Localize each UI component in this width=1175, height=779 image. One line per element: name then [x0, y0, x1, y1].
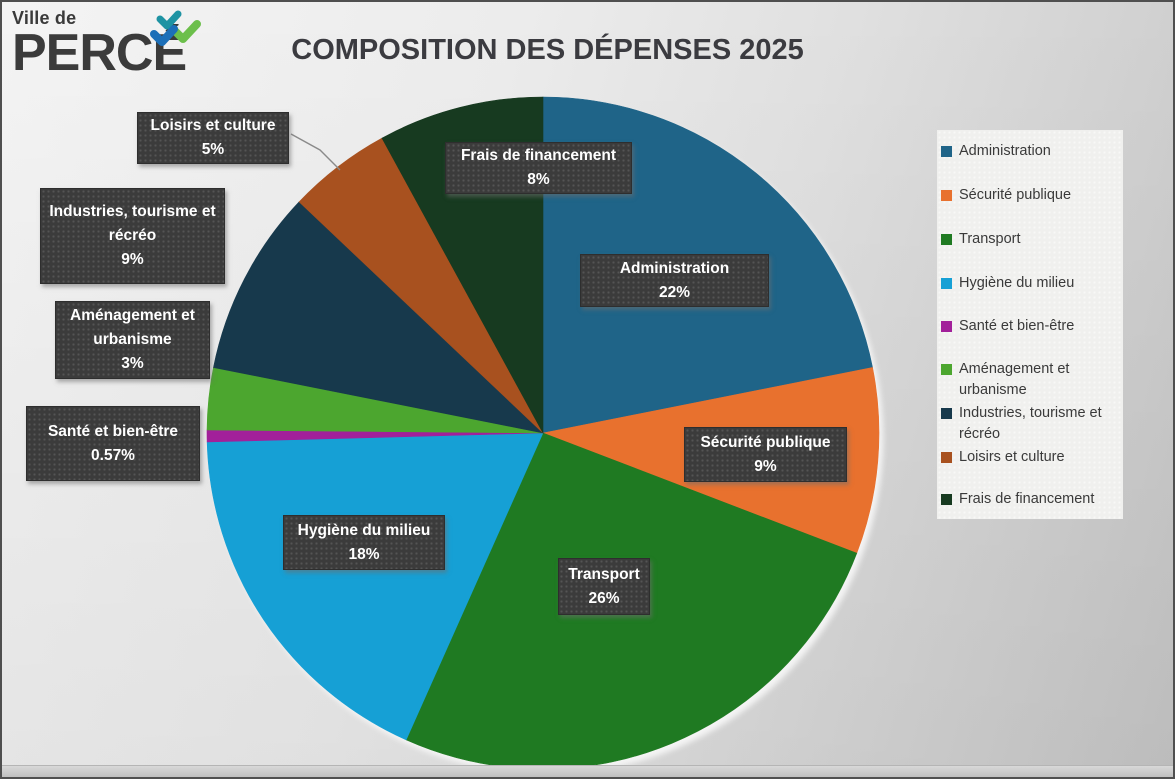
callout-administration: Administration 22% [580, 254, 769, 307]
legend-label: Transport [959, 231, 1021, 247]
callout-value: 8% [527, 171, 550, 188]
legend-label: Loisirs et culture [959, 449, 1065, 465]
leader-line-loisirs [290, 133, 341, 171]
footer-strip [2, 765, 1173, 777]
callout-label: Industries, tourisme et récréo [49, 203, 216, 244]
logo-birds-icon [150, 10, 201, 46]
legend-item-industries-tourisme-et-recreo: Industries, tourisme et récréo [941, 403, 1121, 445]
legend-label: Aménagement et urbanisme [959, 361, 1070, 398]
legend-item-administration: Administration [941, 141, 1121, 162]
callout-loisirs-et-culture: Loisirs et culture 5% [137, 112, 289, 164]
callout-transport: Transport 26% [558, 558, 650, 615]
legend-swatch-icon [941, 234, 952, 245]
perce-logo: Ville de PERCÉ [12, 8, 242, 100]
legend-item-hygiene-du-milieu: Hygiène du milieu [941, 273, 1121, 294]
pie-slice-industries-tourisme-et-recreo [213, 201, 544, 434]
legend-swatch-icon [941, 494, 952, 505]
legend-swatch-icon [941, 452, 952, 463]
legend-item-transport: Transport [941, 229, 1121, 250]
callout-label: Santé et bien-être [47, 422, 179, 440]
callout-value: 5% [201, 141, 225, 158]
callout-hygiene-du-milieu: Hygiène du milieu 18% [283, 515, 445, 570]
callout-label: Hygiène du milieu [297, 521, 431, 539]
checkmark-blue-icon [150, 25, 178, 46]
legend-item-sante-et-bien-etre: Santé et bien-être [941, 316, 1121, 337]
callout-value: 22% [658, 283, 691, 301]
callout-label: Transport [568, 565, 640, 583]
legend-swatch-icon [941, 364, 952, 375]
legend: Administration Sécurité publique Transport… [937, 130, 1123, 519]
callout-value: 18% [348, 545, 380, 563]
callout-securite-publique: Sécurité publique 9% [684, 427, 847, 482]
checkmark-teal-icon [156, 10, 182, 30]
callout-value: 0.57% [91, 446, 135, 464]
legend-swatch-icon [941, 190, 952, 201]
callout-value: 9% [754, 457, 777, 475]
callout-sante-et-bien-etre: Santé et bien-être 0.57% [26, 406, 200, 481]
legend-swatch-icon [941, 146, 952, 157]
callout-value: 26% [588, 589, 620, 607]
legend-swatch-icon [941, 278, 952, 289]
legend-item-frais-de-financement: Frais de financement [941, 489, 1121, 510]
logo-villede-text: Ville de [12, 8, 77, 28]
callout-label: Loisirs et culture [150, 117, 276, 134]
checkmark-green-icon [170, 20, 201, 43]
legend-item-loisirs-et-culture: Loisirs et culture [941, 447, 1121, 468]
legend-item-amenagement-et-urbanisme: Aménagement et urbanisme [941, 359, 1121, 401]
legend-item-securite-publique: Sécurité publique [941, 185, 1121, 206]
callout-label: Sécurité publique [700, 433, 831, 451]
legend-label: Hygiène du milieu [959, 275, 1075, 291]
legend-label: Administration [959, 143, 1051, 159]
legend-label: Santé et bien-être [959, 318, 1075, 334]
legend-label: Industries, tourisme et récréo [959, 405, 1102, 442]
legend-swatch-icon [941, 408, 952, 419]
callout-value: 9% [121, 251, 144, 268]
callout-label: Frais de financement [460, 147, 617, 164]
legend-label: Sécurité publique [959, 187, 1072, 203]
callout-amenagement-et-urbanisme: Aménagement et urbanisme 3% [55, 301, 210, 379]
callout-industries-tourisme-et-recreo: Industries, tourisme et récréo 9% [40, 188, 225, 284]
callout-label: Aménagement et urbanisme [70, 307, 195, 348]
legend-swatch-icon [941, 321, 952, 332]
legend-label: Frais de financement [959, 491, 1095, 507]
callout-frais-de-financement: Frais de financement 8% [445, 142, 632, 194]
page-title: COMPOSITION DES DÉPENSES 2025 [291, 34, 804, 66]
callout-label: Administration [619, 259, 730, 277]
pie-slice-hygiene-du-milieu [206, 432, 544, 741]
callout-value: 3% [121, 355, 144, 372]
